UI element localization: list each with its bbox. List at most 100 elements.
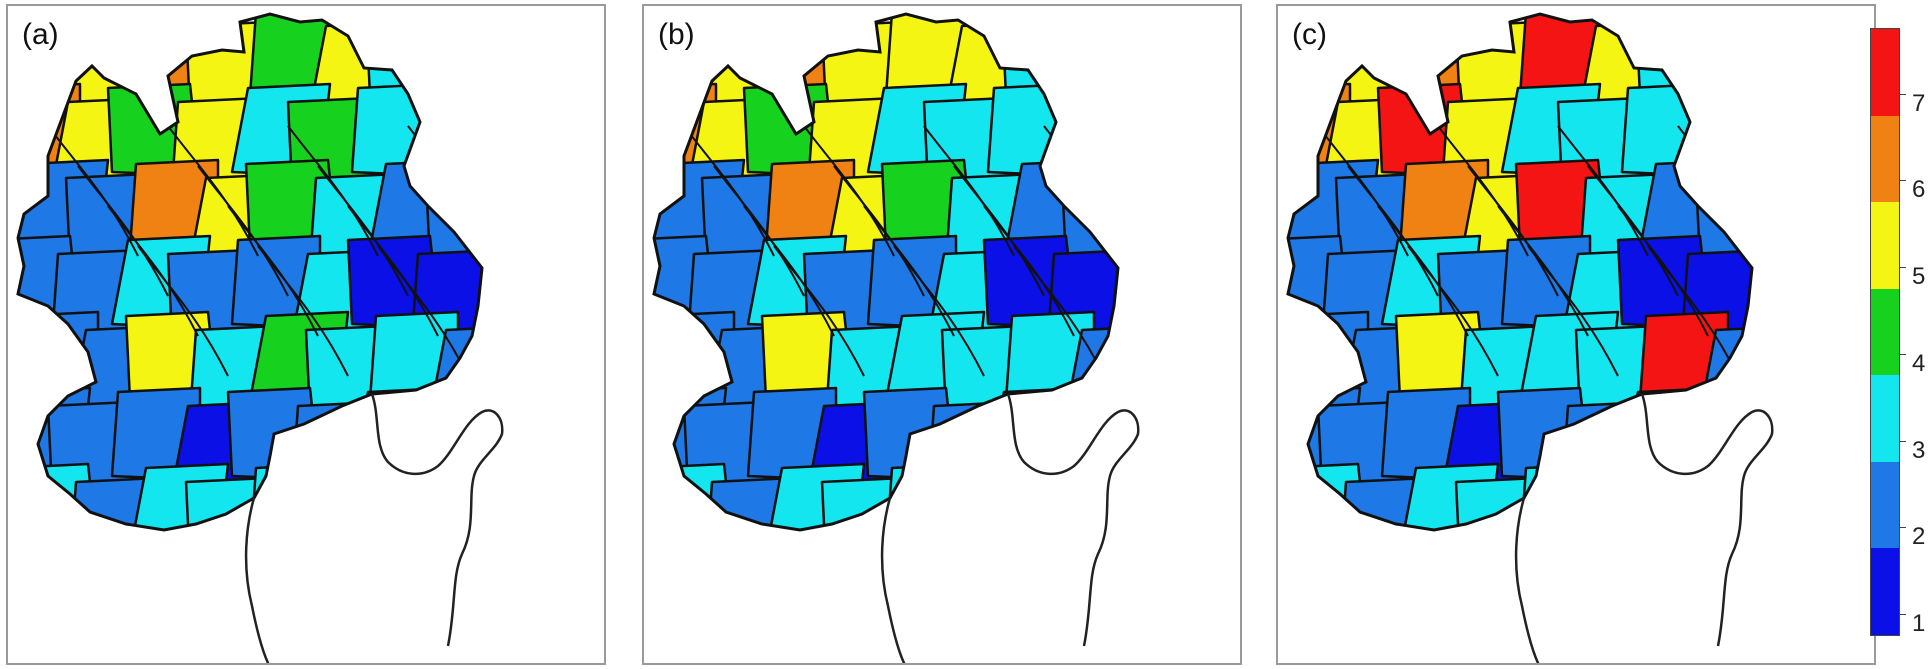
map-c xyxy=(1286,12,1774,663)
stream-line xyxy=(1647,245,1739,377)
subbasin-region xyxy=(1676,400,1752,496)
subbasin-region xyxy=(1288,462,1370,530)
stream-line xyxy=(287,125,379,257)
colorbar-swatch-2 xyxy=(1871,461,1899,549)
subbasin-region xyxy=(406,400,482,496)
colorbar-tickmark xyxy=(1900,527,1906,528)
subbasin-region xyxy=(654,462,736,530)
stream-line xyxy=(1317,125,1409,257)
stream-line xyxy=(833,165,925,297)
stream-line xyxy=(863,205,955,337)
river-line xyxy=(880,393,1140,663)
colorbar-tickmark xyxy=(1900,614,1906,615)
stream-line xyxy=(197,165,289,297)
stream-line xyxy=(773,245,865,377)
subbasin-region xyxy=(1634,462,1730,530)
stream-line xyxy=(983,205,1075,337)
colorbar-tick-6: 6 xyxy=(1912,176,1926,203)
map-a xyxy=(16,12,504,663)
subbasin-region xyxy=(364,462,460,530)
panel-label-b: (b) xyxy=(658,18,695,51)
stream-line xyxy=(953,165,1045,297)
basin-outline xyxy=(1286,12,1754,532)
stream-line xyxy=(107,205,199,337)
colorbar-tickmark xyxy=(1900,94,1906,95)
colorbar-tick-2: 2 xyxy=(1912,523,1926,550)
subbasin-region xyxy=(18,462,100,530)
panel-label-c: (c) xyxy=(1292,18,1327,51)
colorbar-tickmark xyxy=(1900,180,1906,181)
map-panel-b: (b) xyxy=(642,4,1242,665)
stream-line xyxy=(923,125,1015,257)
stream-line xyxy=(1347,165,1439,297)
colorbar-tick-1: 1 xyxy=(1912,610,1926,637)
stream-line xyxy=(893,245,985,377)
colorbar-swatch-6 xyxy=(1871,115,1899,203)
subbasin-region xyxy=(1042,400,1118,496)
stream-line xyxy=(1467,165,1559,297)
subbasin-region xyxy=(428,324,482,420)
subbasin-region xyxy=(1698,20,1752,116)
colorbar-tick-3: 3 xyxy=(1912,437,1926,464)
stream-line xyxy=(683,125,775,257)
stream-line xyxy=(1437,125,1529,257)
subbasin-region xyxy=(428,476,482,530)
stream-line xyxy=(1407,245,1499,377)
map-panel-c: (c) xyxy=(1276,4,1876,665)
stream-line xyxy=(47,125,139,257)
stream-line xyxy=(137,245,229,377)
basin-outline xyxy=(16,12,484,532)
subbasin-group xyxy=(1288,14,1752,530)
subbasin-region xyxy=(1000,462,1096,530)
colorbar xyxy=(1870,28,1900,636)
map-b xyxy=(652,12,1140,663)
colorbar-tick-4: 4 xyxy=(1912,350,1926,377)
subbasin-group xyxy=(654,14,1118,530)
subbasin-region xyxy=(1518,462,1610,530)
stream-line xyxy=(713,165,805,297)
subbasin-region xyxy=(1698,324,1752,420)
stream-line xyxy=(317,165,409,297)
stream-line xyxy=(77,165,169,297)
colorbar-swatch-1 xyxy=(1871,548,1899,636)
stream-line xyxy=(1617,205,1709,337)
colorbar-tick-5: 5 xyxy=(1912,263,1926,290)
colorbar-swatch-4 xyxy=(1871,288,1899,376)
stream-line xyxy=(1527,245,1619,377)
colorbar-swatch-7 xyxy=(1871,29,1899,116)
stream-line xyxy=(1377,205,1469,337)
stream-line xyxy=(1497,205,1589,337)
subbasin-region xyxy=(1680,96,1752,192)
stream-line xyxy=(1557,125,1649,257)
colorbar-swatch-3 xyxy=(1871,375,1899,462)
subbasin-region xyxy=(926,400,1018,496)
subbasin-region xyxy=(308,476,410,530)
stream-line xyxy=(347,205,439,337)
subbasin-region xyxy=(986,386,1088,482)
stream-line xyxy=(803,125,895,257)
stream-line xyxy=(1587,165,1679,297)
map-panel-a: (a) xyxy=(6,4,606,665)
subbasin-region xyxy=(410,96,482,192)
river-line xyxy=(1514,393,1774,663)
subbasin-region xyxy=(1698,476,1752,530)
subbasin-region xyxy=(884,462,976,530)
colorbar-tickmark xyxy=(1900,441,1906,442)
subbasin-region xyxy=(986,82,1078,178)
subbasin-region xyxy=(1578,476,1680,530)
colorbar-tickmark xyxy=(1900,267,1906,268)
subbasin-group xyxy=(18,14,482,530)
subbasin-region xyxy=(290,400,382,496)
subbasin-region xyxy=(1046,96,1118,192)
panel-label-a: (a) xyxy=(22,18,59,51)
subbasin-region xyxy=(944,476,1046,530)
stream-line xyxy=(227,205,319,337)
subbasin-region xyxy=(1064,20,1118,116)
stream-line xyxy=(1013,245,1105,377)
subbasin-region xyxy=(1620,82,1712,178)
river-line xyxy=(244,393,504,663)
basin-outline xyxy=(652,12,1120,532)
colorbar-tickmark xyxy=(1900,354,1906,355)
stream-line xyxy=(743,205,835,337)
subbasin-region xyxy=(428,20,482,116)
